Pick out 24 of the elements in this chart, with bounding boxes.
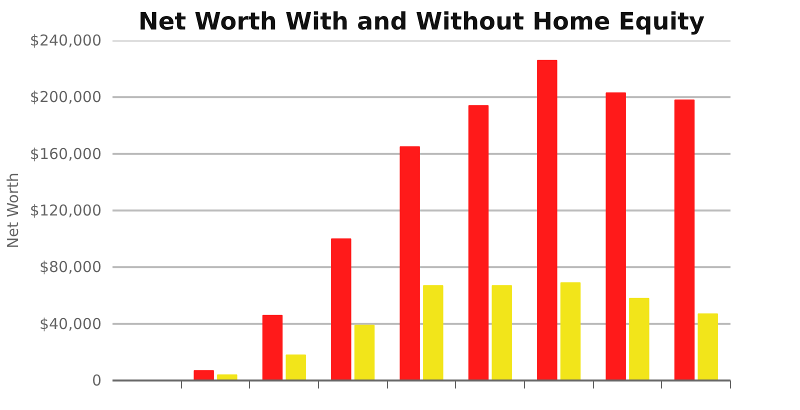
bar: [537, 60, 558, 380]
bar: [560, 282, 581, 380]
bar: [629, 298, 650, 380]
y-tick-label: $80,000: [39, 258, 102, 276]
y-tick-label: $120,000: [30, 202, 102, 220]
bar: [400, 146, 420, 380]
chart-title: Net Worth With and Without Home Equity: [138, 8, 706, 36]
bar: [698, 313, 718, 380]
y-tick-label: $160,000: [30, 144, 102, 163]
y-tick-label: 0: [92, 372, 102, 390]
bar: [468, 105, 489, 380]
bar: [492, 285, 512, 380]
y-tick-label: $200,000: [30, 88, 102, 106]
bar: [354, 324, 375, 380]
bar: [194, 370, 214, 380]
bar: [331, 238, 352, 380]
bar: [674, 100, 695, 380]
y-tick-label: $240,000: [30, 32, 102, 50]
bar: [423, 285, 444, 380]
bar: [286, 354, 306, 380]
y-axis-title: Net Worth: [4, 172, 22, 248]
y-tick-label: $40,000: [39, 314, 102, 333]
bar: [262, 314, 283, 380]
bar: [606, 92, 626, 380]
